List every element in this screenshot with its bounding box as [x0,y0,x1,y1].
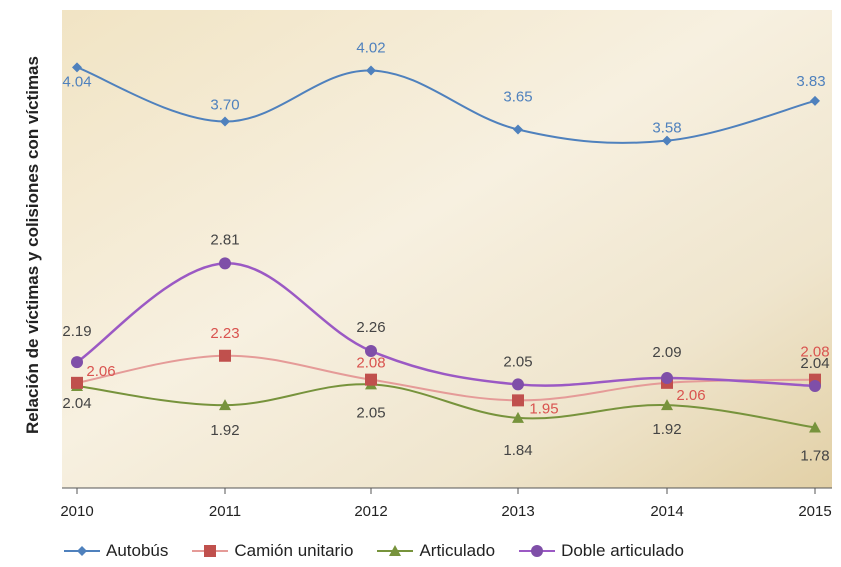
legend-marker-articulado [377,545,414,556]
data-label-doble-articulado: 2.09 [652,344,681,361]
legend-item-articulado: Articulado [375,541,495,561]
data-point-autobus [220,116,230,127]
data-point-doble-articulado [661,372,673,385]
data-label-articulado: 2.05 [356,404,385,421]
data-label-autobus: 4.04 [62,73,91,90]
legend: Autobús Camión unitario Articulado Doble ar… [62,541,706,561]
data-label-camion-unitario: 2.06 [86,363,115,380]
data-point-articulado [809,421,821,433]
series-line-camion-unitario [76,354,816,402]
legend-symbol-articulado [389,545,402,556]
data-label-camion-unitario: 2.08 [800,344,829,361]
x-tick-label: 2015 [798,503,831,520]
legend-symbol-autobus [77,546,87,556]
data-point-camion-unitario [219,349,231,362]
legend-label: Doble articulado [561,541,684,560]
data-label-articulado: 1.92 [652,421,681,438]
legend-marker-autobus [64,546,100,556]
data-point-articulado [512,411,524,423]
series-line-doble-articulado [76,262,816,388]
data-point-camion-unitario [71,376,83,389]
legend-label: Camión unitario [234,541,354,560]
x-tick-label: 2014 [650,503,683,520]
data-point-doble-articulado [219,257,231,270]
data-label-articulado: 1.78 [800,447,829,464]
data-label-doble-articulado: 2.19 [62,323,91,340]
data-point-doble-articulado [365,344,377,357]
data-point-autobus [810,95,820,106]
data-label-camion-unitario: 2.08 [356,355,385,372]
data-point-autobus [72,62,82,73]
data-label-camion-unitario: 1.95 [529,400,558,417]
data-point-camion-unitario [512,394,524,407]
data-label-camion-unitario: 2.06 [676,387,705,404]
data-point-doble-articulado [512,378,524,391]
data-label-articulado: 1.84 [503,442,532,459]
data-label-doble-articulado: 2.05 [503,353,532,370]
legend-symbol-doble-articulado [531,545,544,557]
data-point-autobus [513,124,523,135]
legend-marker-doble-articulado [519,545,556,557]
data-label-doble-articulado: 2.26 [356,319,385,336]
data-label-camion-unitario: 2.23 [210,325,239,342]
x-tick-label: 2010 [60,503,93,520]
x-tick-label: 2011 [209,503,241,520]
legend-label: Articulado [419,541,496,560]
data-label-autobus: 4.02 [356,40,385,57]
data-point-autobus [366,65,376,76]
data-label-articulado: 2.04 [62,395,91,412]
data-point-doble-articulado [809,380,821,393]
data-label-doble-articulado: 2.04 [800,355,829,372]
data-point-doble-articulado [71,356,83,369]
legend-item-doble-articulado: Doble articulado [517,541,684,561]
data-label-autobus: 3.70 [210,97,239,114]
data-label-autobus: 3.58 [652,120,681,137]
data-point-autobus [662,135,672,146]
series-line-articulado [76,383,816,429]
legend-label: Autobús [106,541,169,560]
plot-area [62,10,832,488]
data-point-camion-unitario [365,373,377,386]
data-label-autobus: 3.83 [796,73,825,90]
x-tick-label: 2012 [354,503,387,520]
data-label-articulado: 1.92 [210,422,239,439]
data-point-articulado [219,399,231,411]
legend-marker-camion-unitario [192,545,229,557]
line-chart: 2010 2011 2012 2013 2014 2015 4.04 3.70 4.02 3.6… [60,10,832,520]
data-label-autobus: 3.65 [503,89,532,106]
series-line-autobus [76,66,816,144]
legend-symbol-camion-unitario [204,545,217,557]
data-label-doble-articulado: 2.81 [210,231,239,248]
x-tick-label: 2013 [501,503,534,520]
legend-item-camion-unitario: Camión unitario [190,541,353,561]
legend-item-autobus: Autobús [62,541,168,561]
data-point-articulado [661,399,673,411]
